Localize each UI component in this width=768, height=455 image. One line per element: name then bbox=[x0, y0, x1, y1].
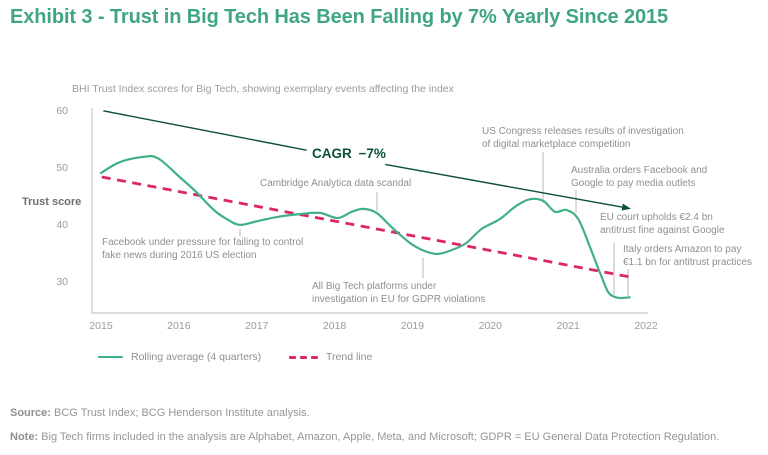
annotation-line: EU court upholds €2.4 bn bbox=[600, 212, 713, 223]
legend-label-trend-line: Trend line bbox=[326, 351, 373, 363]
y-tick-label: 60 bbox=[56, 105, 68, 117]
source-label: Source: bbox=[10, 407, 51, 419]
chart-annotation: Italy orders Amazon to pay €1.1 bn for an… bbox=[623, 244, 752, 269]
chart-subtitle: BHI Trust Index scores for Big Tech, sho… bbox=[72, 83, 454, 95]
chart-annotation: Facebook under pressure for failing to c… bbox=[102, 237, 303, 262]
annotation-line: of digital marketplace competition bbox=[482, 138, 631, 150]
legend-label-rolling-average: Rolling average (4 quarters) bbox=[131, 351, 262, 363]
annotation-line: fake news during 2016 US election bbox=[102, 249, 257, 261]
x-tick-label: 2020 bbox=[478, 320, 502, 332]
legend-item-rolling-average: Rolling average (4 quarters) bbox=[98, 351, 261, 363]
chart-annotation: US Congress releases results of investig… bbox=[482, 126, 684, 151]
note-line: Note: Big Tech firms included in the ana… bbox=[10, 431, 719, 443]
chart-annotation: Australia orders Facebook and Google to p… bbox=[571, 165, 707, 190]
cagr-label: CAGR −7% bbox=[312, 146, 386, 161]
annotation-line: All Big Tech platforms under bbox=[312, 281, 437, 292]
y-tick-label: 40 bbox=[56, 219, 68, 231]
y-tick-label: 50 bbox=[56, 162, 68, 174]
exhibit-title: Exhibit 3 - Trust in Big Tech Has Been F… bbox=[10, 6, 669, 28]
annotation-line: €1.1 bn for antitrust practices bbox=[623, 256, 752, 268]
annotation-line: Google to pay media outlets bbox=[571, 177, 696, 189]
annotation-line: investigation in EU for GDPR violations bbox=[312, 293, 486, 305]
solid-line-swatch-icon bbox=[98, 355, 123, 359]
y-tick-label: 30 bbox=[56, 276, 68, 288]
chart-annotation: All Big Tech platforms under investigatio… bbox=[312, 281, 485, 306]
annotation-line: Italy orders Amazon to pay bbox=[623, 244, 742, 255]
legend-item-trend-line: Trend line bbox=[289, 351, 372, 363]
chart-annotation: EU court upholds €2.4 bn antitrust fine a… bbox=[600, 212, 725, 237]
annotation-line: Cambridge Analytica data scandal bbox=[260, 178, 412, 189]
x-tick-label: 2022 bbox=[634, 320, 658, 332]
y-axis-title: Trust score bbox=[22, 196, 82, 208]
x-tick-label: 2018 bbox=[322, 320, 347, 332]
dashed-line-swatch-icon bbox=[289, 355, 318, 359]
note-text: Big Tech firms included in the analysis … bbox=[38, 431, 720, 443]
x-tick-label: 2017 bbox=[245, 320, 269, 332]
annotation-line: Australia orders Facebook and bbox=[571, 165, 708, 176]
annotation-line: US Congress releases results of investig… bbox=[482, 126, 684, 137]
x-tick-label: 2016 bbox=[167, 320, 191, 332]
annotation-line: Facebook under pressure for failing to c… bbox=[102, 237, 304, 248]
source-text: BCG Trust Index; BCG Henderson Institute… bbox=[50, 407, 310, 419]
x-tick-label: 2019 bbox=[400, 320, 425, 332]
annotation-line: antitrust fine against Google bbox=[600, 224, 725, 236]
x-tick-label: 2015 bbox=[89, 320, 113, 332]
note-label: Note: bbox=[10, 431, 39, 443]
source-line: Source: BCG Trust Index; BCG Henderson I… bbox=[10, 407, 310, 419]
chart-annotation: Cambridge Analytica data scandal bbox=[260, 178, 411, 191]
x-tick-label: 2021 bbox=[556, 320, 580, 332]
